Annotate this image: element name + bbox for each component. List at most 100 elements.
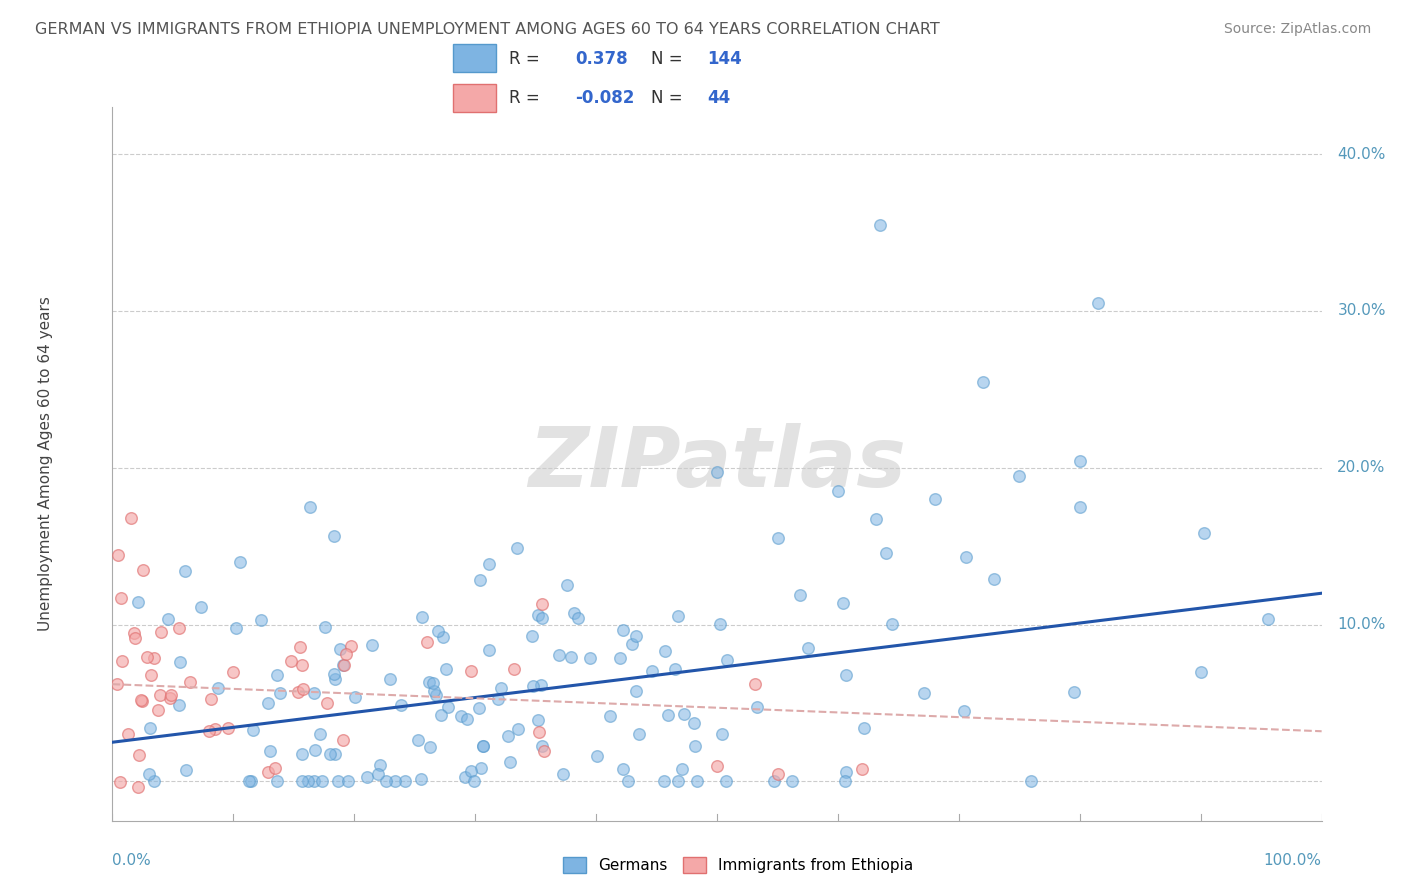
Text: R =: R =: [509, 89, 540, 107]
Point: [714, 774, 737, 789]
Point: [486, 692, 509, 706]
Point: [332, 732, 354, 747]
Point: [1063, 685, 1085, 699]
Point: [257, 764, 280, 779]
Point: [530, 678, 553, 692]
Point: [869, 218, 891, 232]
Point: [302, 686, 325, 700]
Bar: [453, 84, 496, 112]
Point: [924, 492, 946, 507]
Point: [706, 465, 728, 479]
Point: [139, 668, 162, 682]
Point: [291, 774, 314, 789]
Point: [288, 640, 311, 655]
Point: [471, 739, 494, 754]
Text: 10.0%: 10.0%: [1337, 617, 1386, 632]
Point: [108, 774, 131, 789]
Point: [522, 679, 544, 693]
Point: [110, 591, 132, 606]
Point: [953, 705, 976, 719]
Point: [325, 747, 347, 762]
Point: [506, 541, 529, 555]
Point: [329, 642, 352, 657]
Text: 30.0%: 30.0%: [1337, 303, 1386, 318]
Point: [418, 674, 440, 689]
Text: GERMAN VS IMMIGRANTS FROM ETHIOPIA UNEMPLOYMENT AMONG AGES 60 TO 64 YEARS CORREL: GERMAN VS IMMIGRANTS FROM ETHIOPIA UNEMP…: [35, 22, 939, 37]
Point: [1257, 612, 1279, 626]
Point: [432, 630, 454, 644]
Point: [259, 744, 281, 758]
Point: [422, 684, 444, 698]
Point: [579, 651, 602, 665]
Point: [865, 512, 887, 526]
Point: [136, 650, 159, 665]
Point: [167, 698, 190, 712]
Point: [797, 640, 820, 655]
Point: [496, 729, 519, 743]
Point: [612, 762, 634, 776]
Point: [131, 694, 153, 708]
Point: [609, 650, 631, 665]
Point: [217, 721, 239, 735]
Point: [834, 668, 856, 682]
Point: [309, 727, 332, 741]
Point: [422, 676, 444, 690]
Point: [766, 532, 789, 546]
Point: [456, 712, 478, 726]
Point: [641, 664, 664, 678]
Point: [160, 688, 183, 702]
Text: 100.0%: 100.0%: [1264, 853, 1322, 868]
Point: [766, 766, 789, 780]
Point: [197, 724, 219, 739]
Point: [287, 685, 309, 699]
Point: [291, 682, 314, 697]
Point: [333, 657, 356, 672]
Point: [323, 672, 346, 686]
Point: [983, 572, 1005, 586]
Point: [408, 733, 430, 747]
Point: [612, 623, 634, 637]
Point: [297, 774, 319, 789]
Point: [174, 565, 197, 579]
Point: [506, 722, 529, 736]
Point: [264, 761, 287, 775]
Text: Unemployment Among Ages 60 to 64 years: Unemployment Among Ages 60 to 64 years: [38, 296, 53, 632]
Point: [527, 724, 550, 739]
Point: [491, 681, 513, 695]
Point: [478, 557, 501, 571]
Point: [129, 692, 152, 706]
Point: [314, 619, 336, 633]
Point: [169, 656, 191, 670]
Point: [527, 713, 550, 727]
Point: [179, 674, 201, 689]
Point: [311, 774, 333, 789]
Text: 20.0%: 20.0%: [1337, 460, 1386, 475]
Point: [562, 607, 585, 621]
Point: [127, 780, 149, 794]
Point: [626, 629, 648, 643]
Point: [468, 573, 491, 587]
Point: [120, 511, 142, 525]
Point: [328, 774, 350, 789]
Point: [533, 744, 555, 758]
Point: [332, 658, 354, 673]
Point: [128, 747, 150, 762]
Point: [671, 763, 693, 777]
Point: [835, 765, 858, 780]
Point: [1189, 665, 1212, 679]
Point: [127, 594, 149, 608]
Point: [831, 596, 853, 610]
Point: [470, 761, 492, 775]
Point: [450, 708, 472, 723]
Point: [503, 663, 526, 677]
Point: [117, 727, 139, 741]
Point: [302, 774, 325, 789]
Point: [239, 774, 262, 789]
Point: [437, 699, 460, 714]
Point: [672, 706, 695, 721]
Point: [204, 722, 226, 736]
Point: [666, 774, 689, 789]
Point: [499, 755, 522, 769]
Text: -0.082: -0.082: [575, 89, 634, 107]
Point: [1087, 296, 1109, 310]
